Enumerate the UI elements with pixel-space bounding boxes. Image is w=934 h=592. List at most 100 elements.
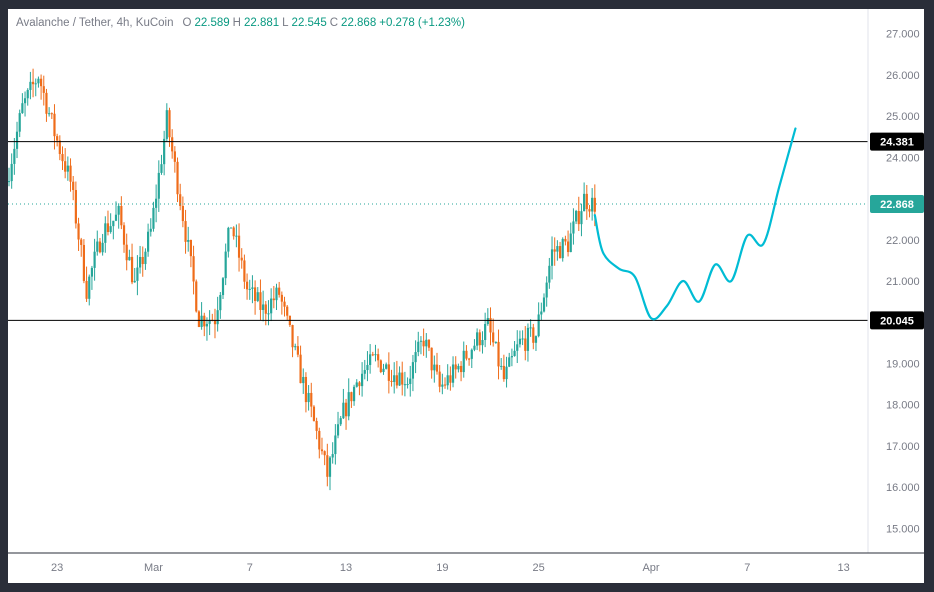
candle-body <box>147 231 150 252</box>
candle-body <box>171 137 174 152</box>
high-label: H <box>232 17 241 29</box>
candle-body <box>398 372 401 386</box>
candle-body <box>77 223 80 240</box>
candle <box>254 280 257 315</box>
candle <box>267 300 270 326</box>
level-badge-label: 20.045 <box>880 315 914 327</box>
candle <box>141 246 144 277</box>
candle-body <box>486 318 489 325</box>
candle-body <box>540 311 543 315</box>
candle-body <box>256 292 259 301</box>
candle-body <box>302 376 305 384</box>
candle <box>478 329 481 352</box>
candle <box>50 112 53 120</box>
candle-body <box>430 347 433 371</box>
candle-body <box>272 298 275 301</box>
candle-body <box>296 346 299 355</box>
candle <box>82 239 85 284</box>
candle-body <box>521 338 524 340</box>
candle <box>307 385 310 411</box>
candle-body <box>473 345 476 350</box>
candle-body <box>508 357 511 367</box>
candle <box>61 146 64 171</box>
symbol-title[interactable]: Avalanche / Tether, 4h, KuCoin <box>16 17 174 29</box>
candle-body <box>484 324 487 341</box>
candle <box>136 255 139 296</box>
candle-body <box>355 382 358 387</box>
candle-body <box>219 295 222 311</box>
candle-body <box>310 392 313 407</box>
candle-body <box>240 257 243 261</box>
candle <box>516 330 519 364</box>
candle <box>558 241 562 259</box>
candle <box>187 226 190 252</box>
candle <box>147 223 150 257</box>
last-price-badge-bg <box>870 195 924 214</box>
candle-body <box>344 402 348 417</box>
candle <box>45 88 48 122</box>
candle-body <box>224 251 227 279</box>
candle <box>548 257 551 289</box>
change-value: +0.278 (+1.23%) <box>379 17 465 29</box>
candle-body <box>326 455 329 477</box>
candle <box>508 352 511 368</box>
candle-body <box>205 323 209 327</box>
candle <box>13 138 16 175</box>
candle-body <box>441 384 444 387</box>
candle-body <box>315 420 318 431</box>
candle <box>299 345 302 384</box>
candle <box>352 384 356 406</box>
candle <box>264 301 267 326</box>
candle <box>69 158 72 192</box>
candle <box>468 357 471 366</box>
x-tick-label: 25 <box>533 562 545 574</box>
candle-body <box>320 449 324 452</box>
candle-body <box>537 314 540 337</box>
chart-frame: 15.00016.00017.00018.00019.00020.00021.0… <box>8 9 924 583</box>
candle-body <box>363 370 366 374</box>
y-tick-label: 16.000 <box>886 482 920 494</box>
plot-area[interactable] <box>8 68 868 491</box>
candle <box>411 354 415 392</box>
candle <box>540 302 543 321</box>
candle-body <box>492 332 495 343</box>
close-label: C <box>329 17 339 29</box>
candle-body <box>114 214 118 221</box>
candle-body <box>529 327 532 329</box>
candle <box>23 91 27 117</box>
candle-body <box>470 349 473 359</box>
candle <box>294 343 297 351</box>
candle <box>155 184 158 223</box>
candle-body <box>155 198 158 208</box>
candle <box>77 217 80 251</box>
candle <box>326 443 329 487</box>
candle-body <box>433 364 436 371</box>
candle <box>213 308 217 339</box>
candle <box>569 222 572 253</box>
candle-body <box>548 265 551 283</box>
candle <box>502 354 505 382</box>
x-tick-label: 13 <box>837 562 849 574</box>
candle-body <box>510 356 513 358</box>
candle-body <box>369 354 372 365</box>
candle <box>350 391 353 408</box>
candle-body <box>227 227 230 252</box>
candle <box>85 266 88 302</box>
candle-body <box>307 392 310 403</box>
candle <box>393 362 396 394</box>
candle <box>371 351 374 357</box>
candle <box>109 213 112 234</box>
candle-body <box>516 344 519 351</box>
candle <box>272 285 275 309</box>
candle-body <box>136 267 139 281</box>
candle-body <box>462 350 465 373</box>
candle-body <box>545 282 548 298</box>
candle <box>157 160 160 212</box>
candle <box>235 224 238 248</box>
candle <box>10 153 13 189</box>
candle <box>66 156 69 181</box>
candle <box>377 348 380 368</box>
candle <box>26 88 29 106</box>
price-chart[interactable]: 15.00016.00017.00018.00019.00020.00021.0… <box>8 9 924 583</box>
candle-body <box>406 384 409 386</box>
